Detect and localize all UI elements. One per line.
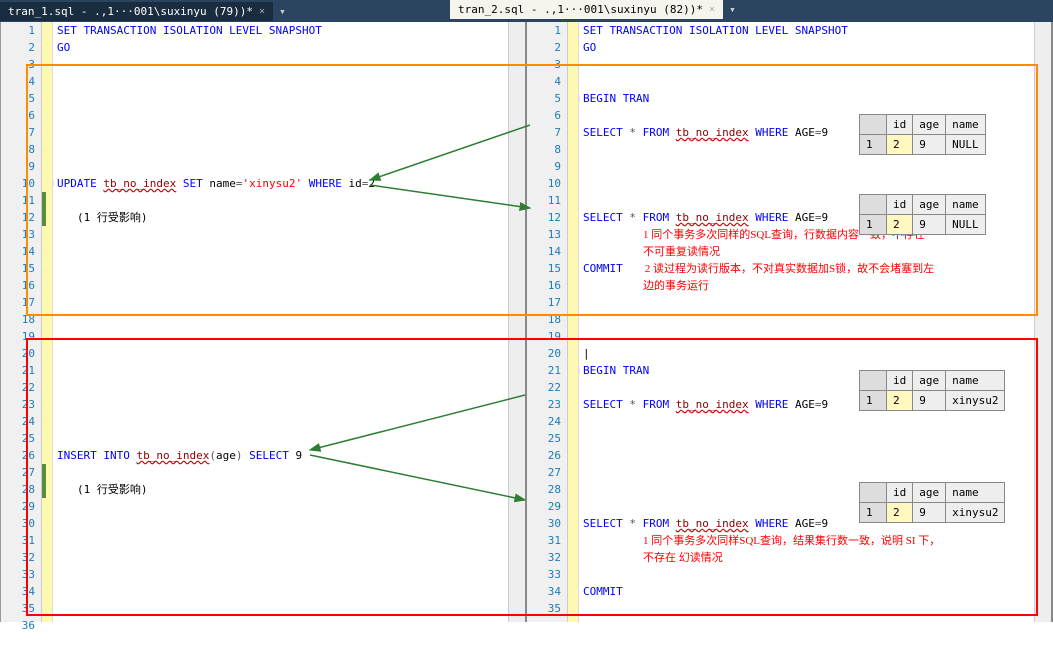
annotation: 边的事务运行 — [643, 280, 709, 292]
fold-icon[interactable]: ⊟ — [53, 175, 54, 192]
code-area-left[interactable]: SET TRANSACTION ISOLATION LEVEL SNAPSHOT… — [53, 22, 508, 622]
close-icon[interactable]: × — [259, 6, 265, 17]
editor-panes: 1234 5678 9101112 13141516 17181920 2122… — [0, 22, 1053, 622]
scrollbar-vertical[interactable] — [508, 22, 525, 622]
close-icon[interactable]: × — [709, 4, 715, 15]
change-markbar — [568, 22, 579, 622]
fold-icon[interactable]: ⊟ — [579, 362, 580, 379]
result-table-1: idagename 129NULL — [859, 114, 986, 155]
fold-icon[interactable]: ⊟ — [579, 90, 580, 107]
tab-bar: tran_1.sql - .,1···001\suxinyu (79))* × … — [0, 0, 1053, 22]
annotation: 1 同个事务多次同样SQL查询，结果集行数一致，说明 SI 下， — [643, 535, 940, 547]
result-table-4: idagename 129xinysu2 — [859, 482, 1005, 523]
annotation: 2 读过程为读行版本，不对真实数据加S锁，故不会堵塞到左 — [645, 263, 934, 275]
tab-label: tran_1.sql - .,1···001\suxinyu (79))* — [8, 5, 253, 18]
tab-label: tran_2.sql - .,1···001\suxinyu (82))* — [458, 3, 703, 16]
result-message: (1 行受影响) — [77, 483, 148, 496]
code-text: SET TRANSACTION ISOLATION LEVEL SNAPSHOT — [57, 24, 322, 37]
annotation: 不存在 幻读情况 — [643, 552, 723, 564]
line-gutter: 1234 5678 9101112 13141516 17181920 2122… — [527, 22, 568, 622]
tab-tran1[interactable]: tran_1.sql - .,1···001\suxinyu (79))* × — [0, 2, 273, 21]
pane-right: 1234 5678 9101112 13141516 17181920 2122… — [527, 22, 1053, 622]
change-markbar — [42, 22, 53, 622]
result-table-3: idagename 129xinysu2 — [859, 370, 1005, 411]
chevron-down-icon[interactable]: ▾ — [273, 5, 292, 18]
result-message: (1 行受影响) — [77, 211, 148, 224]
tab-tran2[interactable]: tran_2.sql - .,1···001\suxinyu (82))* × — [450, 0, 723, 19]
result-table-2: idagename 129NULL — [859, 194, 986, 235]
chevron-down-icon[interactable]: ▾ — [723, 3, 742, 16]
pane-left: 1234 5678 9101112 13141516 17181920 2122… — [0, 22, 527, 622]
code-text: GO — [57, 41, 70, 54]
line-gutter: 1234 5678 9101112 13141516 17181920 2122… — [1, 22, 42, 622]
annotation: 不可重复读情况 — [643, 246, 720, 258]
code-area-right[interactable]: SET TRANSACTION ISOLATION LEVEL SNAPSHOT… — [579, 22, 1034, 622]
scrollbar-vertical[interactable] — [1034, 22, 1051, 622]
